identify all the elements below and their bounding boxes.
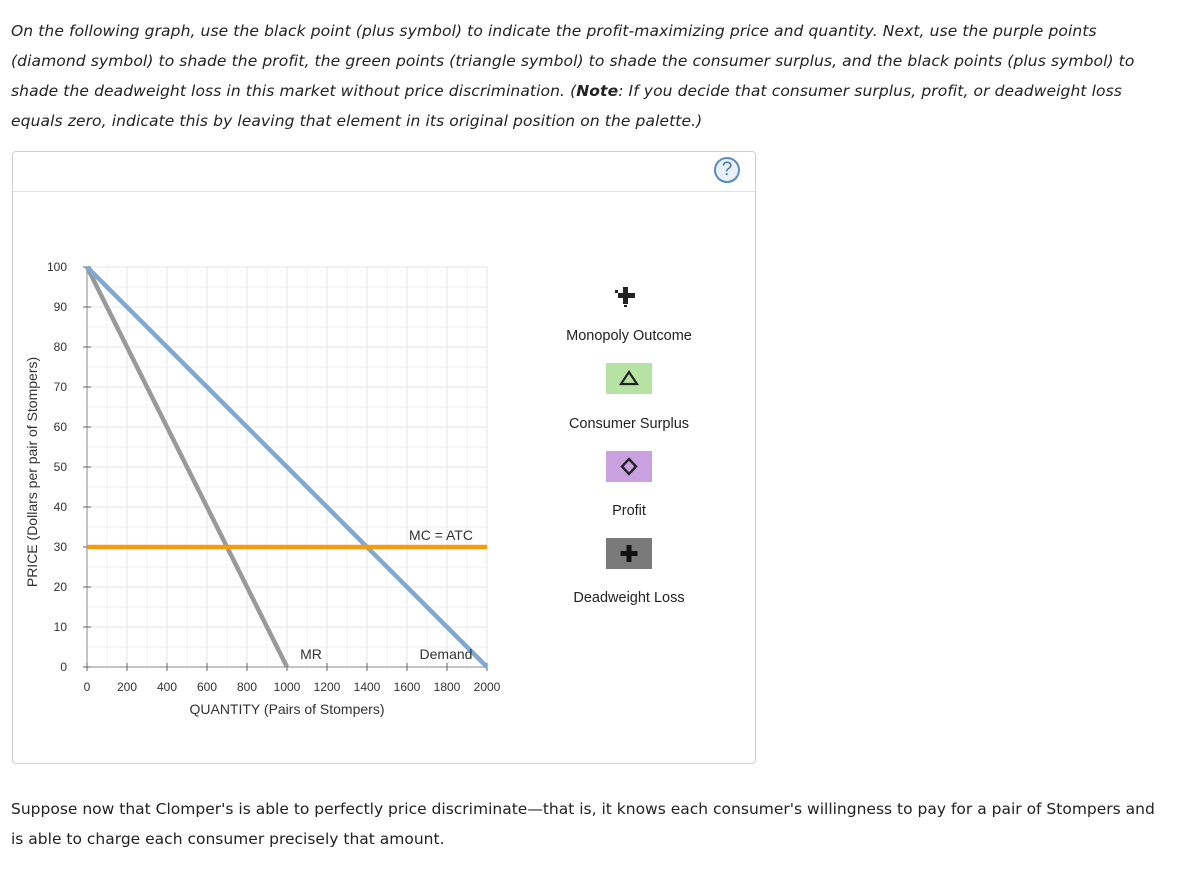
profit-label: Profit <box>612 503 646 519</box>
chart[interactable]: 0 200 400 600 800 1000 1200 1400 1600 1800 2000 0 10… <box>13 152 755 763</box>
profit-tool[interactable] <box>606 451 652 482</box>
monopoly-outcome-tool[interactable] <box>615 285 637 307</box>
mc-atc-label: MC = ATC <box>409 527 473 543</box>
y-tick-label: 50 <box>54 460 68 474</box>
demand-label: Demand <box>420 646 473 662</box>
y-tick-label: 0 <box>60 660 67 674</box>
instructions-text: On the following graph, use the black po… <box>11 16 1161 136</box>
deadweight-loss-label: Deadweight Loss <box>573 590 685 606</box>
y-tick-label: 70 <box>54 380 68 394</box>
graph-panel: ? 0 200 400 600 800 1000 1200 1400 1600 1800 2000 0… <box>12 151 756 764</box>
y-tick-label: 10 <box>54 620 68 634</box>
demand-line <box>85 265 489 669</box>
y-axis-label: PRICE (Dollars per pair of Stompers) <box>24 357 40 587</box>
x-tick-label: 800 <box>237 680 257 694</box>
chart-series <box>84 265 489 669</box>
x-tick-label: 400 <box>157 680 177 694</box>
consumer-surplus-tool[interactable] <box>606 363 652 394</box>
chart-axes: 0 200 400 600 800 1000 1200 1400 1600 1800 2000 0 10… <box>47 260 501 694</box>
chart-labels: QUANTITY (Pairs of Stompers) PRICE (Dolla… <box>24 357 473 717</box>
plus-point-icon <box>615 287 635 307</box>
plus-icon <box>606 538 652 569</box>
y-tick-label: 30 <box>54 540 68 554</box>
note-label: Note <box>576 82 619 100</box>
footer-text: Suppose now that Clomper's is able to pe… <box>11 800 1155 848</box>
diamond-icon <box>606 451 652 482</box>
y-tick-label: 80 <box>54 340 68 354</box>
instructions-after-note: : If you decide that consumer surplus, p… <box>11 82 1122 130</box>
instructions-before-note: On the following graph, use the black po… <box>11 22 1135 100</box>
consumer-surplus-label: Consumer Surplus <box>568 416 690 432</box>
y-tick-label: 60 <box>54 420 68 434</box>
mr-label: MR <box>300 646 322 662</box>
y-tick-label: 40 <box>54 500 68 514</box>
x-tick-label: 1400 <box>354 680 381 694</box>
y-tick-label: 90 <box>54 300 68 314</box>
x-tick-label: 200 <box>117 680 137 694</box>
x-tick-label: 2000 <box>474 680 501 694</box>
x-tick-label: 1200 <box>314 680 341 694</box>
x-tick-label: 1600 <box>394 680 421 694</box>
triangle-icon <box>606 363 652 394</box>
mr-line <box>84 265 290 669</box>
x-tick-label: 0 <box>84 680 91 694</box>
panel-header: ? <box>13 152 755 192</box>
x-tick-label: 1000 <box>274 680 301 694</box>
y-tick-label: 20 <box>54 580 68 594</box>
x-tick-label: 600 <box>197 680 217 694</box>
x-tick-label: 1800 <box>434 680 461 694</box>
monopoly-outcome-label: Monopoly Outcome <box>566 328 692 344</box>
y-tick-label: 100 <box>47 260 67 274</box>
deadweight-loss-tool[interactable] <box>606 538 652 569</box>
x-axis-label: QUANTITY (Pairs of Stompers) <box>189 701 384 717</box>
question-circle-icon[interactable]: ? <box>714 157 740 183</box>
